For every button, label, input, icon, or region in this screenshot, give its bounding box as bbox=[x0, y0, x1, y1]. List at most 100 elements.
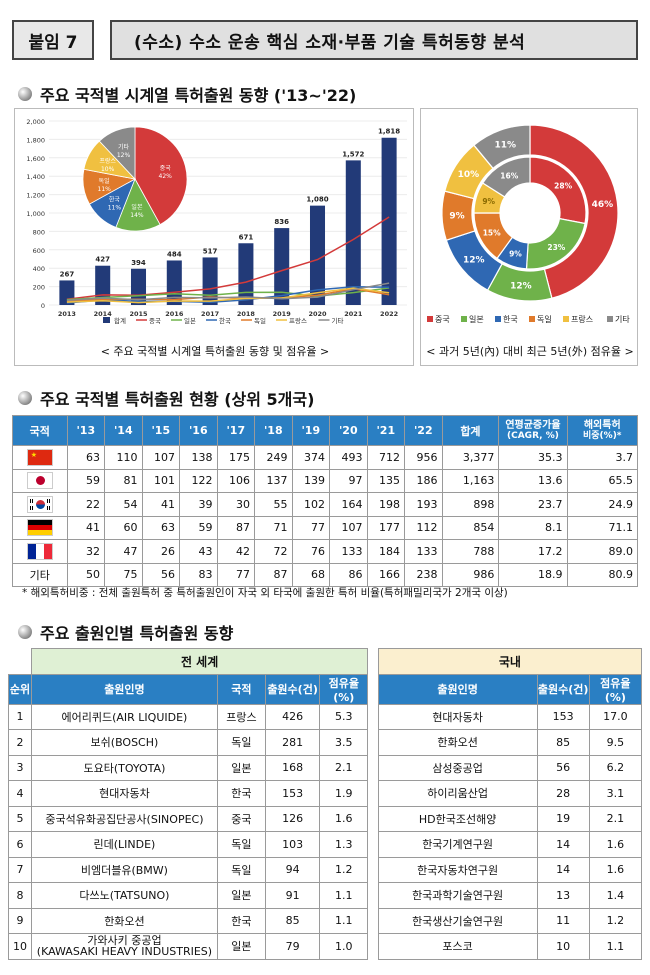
table-cell: 110 bbox=[105, 446, 143, 470]
bar-data-label: 484 bbox=[167, 250, 182, 258]
column-header: '19 bbox=[292, 416, 330, 446]
table-cell: 79 bbox=[265, 934, 319, 960]
table-cell: 97 bbox=[330, 469, 368, 493]
applicant-table: 전 세계 국내 순위출원인명국적출원수(건)점유율(%)출원인명출원수(건)점유… bbox=[8, 648, 642, 960]
x-tick-label: 2014 bbox=[94, 310, 113, 318]
table-cell: 87 bbox=[255, 563, 293, 587]
table-cell: 9.5 bbox=[589, 730, 641, 756]
table-cell: 1.4 bbox=[589, 883, 641, 909]
table-cell: 107 bbox=[330, 516, 368, 540]
table-cell: 168 bbox=[265, 755, 319, 781]
table-cell: 164 bbox=[330, 493, 368, 517]
legend-swatch bbox=[529, 316, 535, 322]
table-cell: 898 bbox=[442, 493, 499, 517]
table-cell: 24.9 bbox=[567, 493, 637, 517]
pie-label: 한국11% bbox=[108, 196, 122, 211]
table-cell: 5 bbox=[9, 806, 32, 832]
table-cell: 59 bbox=[180, 516, 218, 540]
table-cell: 3,377 bbox=[442, 446, 499, 470]
table-row: 22544139305510216419819389823.724.9 bbox=[13, 493, 638, 517]
bar-data-label: 517 bbox=[203, 247, 218, 255]
timeseries-chart: 02004006008001,0001,2001,4001,6001,8002,… bbox=[15, 109, 415, 335]
table-cell: 현대자동차 bbox=[378, 704, 537, 730]
table-cell: 138 bbox=[180, 446, 218, 470]
inner-label: 15% bbox=[483, 229, 501, 238]
table-cell: 독일 bbox=[217, 730, 265, 756]
section1-title: 주요 국적별 시계열 특허출원 동향 ('13~'22) bbox=[40, 82, 356, 106]
bar-data-label: 671 bbox=[239, 233, 254, 241]
table-cell: 986 bbox=[442, 563, 499, 587]
table-cell: 42 bbox=[217, 540, 255, 564]
table-cell: 8 bbox=[9, 883, 32, 909]
table-cell: 175 bbox=[217, 446, 255, 470]
table-cell: 포스코 bbox=[378, 934, 537, 960]
donut-chart: 46%12%12%9%10%11%28%23%9%15%9%16%중국일본한국독… bbox=[421, 109, 639, 335]
column-header: '21 bbox=[367, 416, 405, 446]
table-cell: 9 bbox=[9, 908, 32, 934]
table-row: 5981101122106137139971351861,16313.665.5 bbox=[13, 469, 638, 493]
table-cell: 89.0 bbox=[567, 540, 637, 564]
table-cell: 135 bbox=[367, 469, 405, 493]
inner-label: 23% bbox=[547, 243, 565, 252]
table-cell: 1 bbox=[9, 704, 32, 730]
table-cell: 2.1 bbox=[589, 806, 641, 832]
table-cell: 26 bbox=[142, 540, 180, 564]
legend-label: 한국 bbox=[219, 317, 231, 325]
column-header: '17 bbox=[217, 416, 255, 446]
table-cell: 1.1 bbox=[320, 883, 368, 909]
table-cell: 198 bbox=[367, 493, 405, 517]
table-row: 8다쓰노(TATSUNO)일본911.1한국과학기술연구원131.4 bbox=[9, 883, 642, 909]
table-cell: 1.3 bbox=[320, 832, 368, 858]
table-cell: 중국석유화공집단공사(SINOPEC) bbox=[31, 806, 217, 832]
table-cell: 85 bbox=[537, 730, 589, 756]
legend-label: 중국 bbox=[435, 315, 450, 324]
bar-data-label: 836 bbox=[274, 218, 289, 226]
x-tick-label: 2020 bbox=[308, 310, 327, 318]
column-header: 출원수(건) bbox=[537, 674, 589, 704]
table-cell: 249 bbox=[255, 446, 293, 470]
table-cell: 133 bbox=[405, 540, 443, 564]
bar-data-label: 267 bbox=[60, 270, 75, 278]
section2-title: 주요 국적별 특허출원 현황 (상위 5개국) bbox=[40, 386, 314, 410]
table-row: 416063598771771071771128548.171.1 bbox=[13, 516, 638, 540]
bar-total bbox=[382, 138, 397, 305]
legend-swatch bbox=[607, 316, 613, 322]
table-row: 10가와사키 중공업(KAWASAKI HEAVY INDUSTRIES)일본7… bbox=[9, 934, 642, 960]
pie-label: 프랑스10% bbox=[99, 158, 116, 173]
table-cell: 193 bbox=[405, 493, 443, 517]
table-cell: 101 bbox=[142, 469, 180, 493]
table-cell: 한국자동차연구원 bbox=[378, 857, 537, 883]
column-header: 해외특허비중(%)* bbox=[567, 416, 637, 446]
table-cell: 한국 bbox=[217, 781, 265, 807]
table-cell: 독일 bbox=[217, 832, 265, 858]
table-cell: 54 bbox=[105, 493, 143, 517]
table-row: 5중국석유화공집단공사(SINOPEC)중국1261.6HD한국조선해양192.… bbox=[9, 806, 642, 832]
table-cell: 39 bbox=[180, 493, 218, 517]
table-cell: 17.2 bbox=[499, 540, 567, 564]
inner-label: 16% bbox=[500, 171, 518, 180]
chart-caption-right: < 과거 5년(內) 대비 최근 5년(外) 점유율 > bbox=[421, 343, 639, 359]
column-header: 순위 bbox=[9, 674, 32, 704]
y-tick-label: 1,000 bbox=[26, 210, 45, 218]
table-row: 9한화오션한국851.1한국생산기술연구원111.2 bbox=[9, 908, 642, 934]
table-cell: 한국 bbox=[217, 908, 265, 934]
legend-label: 프랑스 bbox=[289, 317, 307, 325]
table-cell: 1.2 bbox=[320, 857, 368, 883]
column-header: '13 bbox=[67, 416, 105, 446]
table-row: 7비엠더블유(BMW)독일941.2한국자동차연구원141.6 bbox=[9, 857, 642, 883]
y-tick-label: 1,600 bbox=[26, 155, 45, 163]
table-cell: 81 bbox=[105, 469, 143, 493]
table-cell: 10 bbox=[537, 934, 589, 960]
column-header: 연평균증가율(CAGR, %) bbox=[499, 416, 567, 446]
table-cell: 13.6 bbox=[499, 469, 567, 493]
x-tick-label: 2013 bbox=[58, 310, 76, 318]
table-cell: 712 bbox=[367, 446, 405, 470]
legend-label: 한국 bbox=[503, 315, 518, 324]
table-cell: 106 bbox=[217, 469, 255, 493]
table-cell: 80.9 bbox=[567, 563, 637, 587]
group-domestic: 국내 bbox=[378, 649, 641, 675]
table-cell: 94 bbox=[265, 857, 319, 883]
table-row: 3도요타(TOYOTA)일본1682.1삼성중공업566.2 bbox=[9, 755, 642, 781]
column-header: 출원인명 bbox=[31, 674, 217, 704]
donut-chart-panel: 46%12%12%9%10%11%28%23%9%15%9%16%중국일본한국독… bbox=[420, 108, 638, 366]
